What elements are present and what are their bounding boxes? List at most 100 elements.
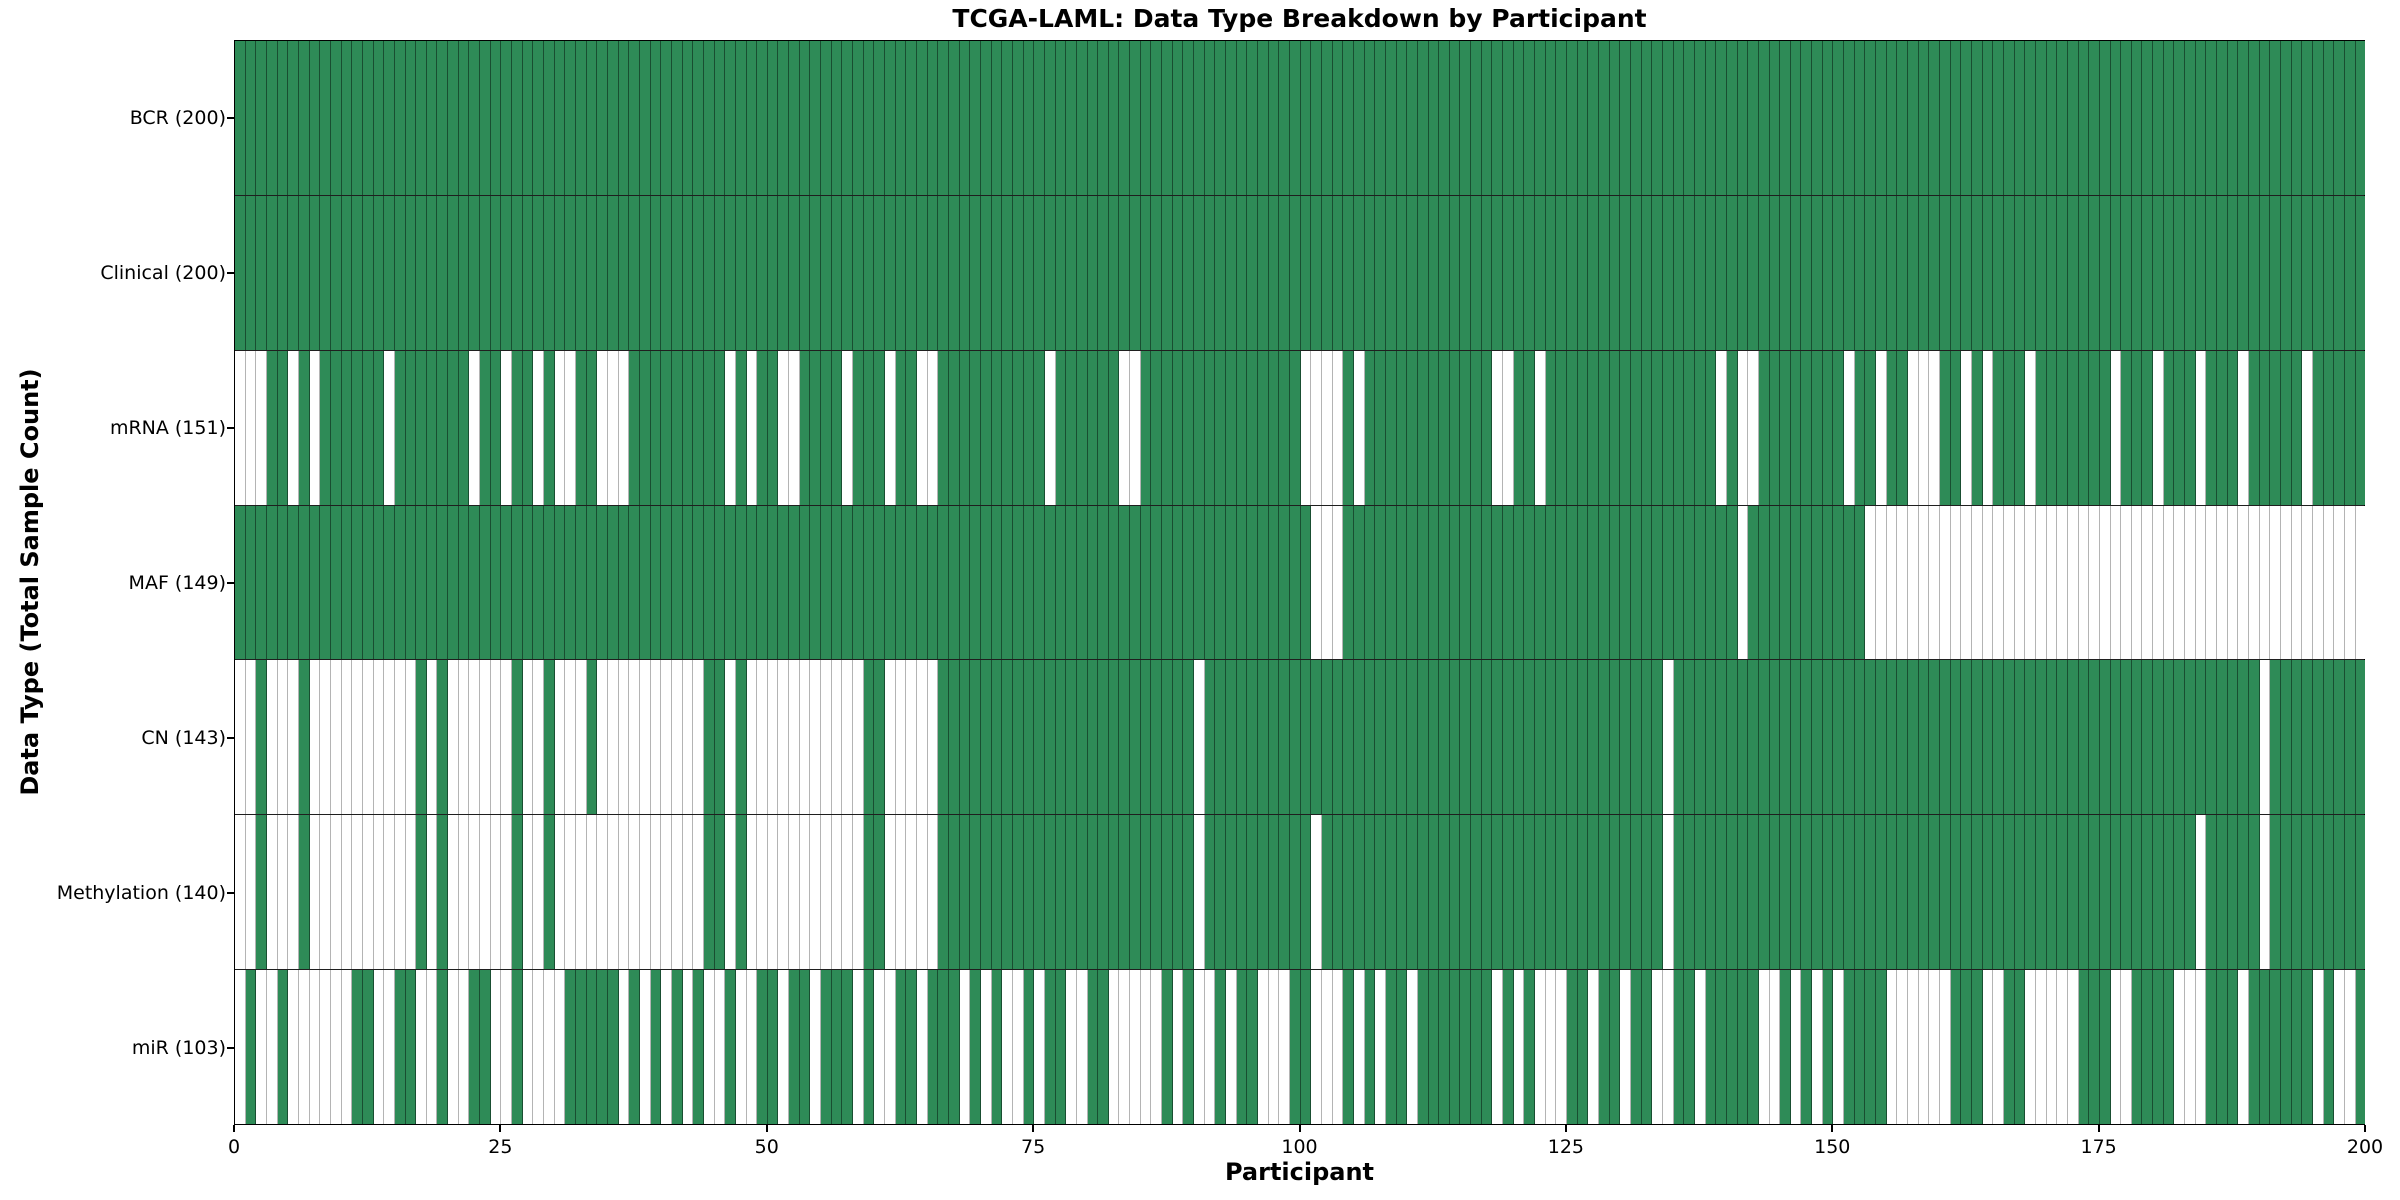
- heatmap-cell: [1844, 41, 1855, 195]
- heatmap-cell: [1449, 505, 1461, 660]
- heatmap-cell: [1503, 660, 1514, 815]
- heatmap-cell: [2195, 970, 2207, 1125]
- heatmap-cell: [426, 970, 438, 1125]
- heatmap-cell: [735, 195, 747, 350]
- heatmap-cell: [1268, 41, 1280, 195]
- heatmap-cell: [2142, 195, 2154, 350]
- heatmap-cell: [2249, 660, 2260, 815]
- heatmap-cell: [1705, 505, 1717, 660]
- heatmap-cell: [1300, 970, 1312, 1125]
- heatmap-cell: [394, 350, 406, 505]
- heatmap-cell: [309, 970, 321, 1125]
- heatmap-cell: [1226, 350, 1237, 505]
- heatmap-cell: [650, 815, 662, 970]
- heatmap-cell: [1172, 195, 1184, 350]
- heatmap-cell: [1151, 350, 1163, 505]
- heatmap-cell: [1940, 815, 1951, 970]
- heatmap-cell: [1044, 41, 1056, 195]
- heatmap-cell: [405, 970, 417, 1125]
- heatmap-cell: [895, 195, 907, 350]
- heatmap-cell: [1162, 970, 1173, 1125]
- heatmap-cell: [757, 505, 768, 660]
- heatmap-cell: [501, 41, 513, 195]
- heatmap-cell: [2089, 505, 2100, 660]
- heatmap-cell: [2344, 815, 2356, 970]
- heatmap-cell: [1897, 970, 1909, 1125]
- heatmap-cell: [1822, 505, 1834, 660]
- heatmap-cell: [2046, 815, 2058, 970]
- heatmap-cell: [1151, 660, 1163, 815]
- heatmap-cell: [863, 660, 875, 815]
- heatmap-cell: [2344, 41, 2356, 195]
- heatmap-cell: [1652, 505, 1663, 660]
- heatmap-cell: [1748, 195, 1759, 350]
- heatmap-cell: [277, 815, 289, 970]
- y-tick-mark: [227, 736, 234, 739]
- heatmap-cell: [927, 195, 939, 350]
- heatmap-cell: [2206, 815, 2218, 970]
- heatmap-cell: [757, 195, 768, 350]
- heatmap-cell: [1236, 505, 1248, 660]
- heatmap-cell: [405, 660, 417, 815]
- heatmap-cell: [245, 660, 257, 815]
- heatmap-cell: [1289, 660, 1301, 815]
- heatmap-cell: [1055, 505, 1067, 660]
- heatmap-cell: [2312, 660, 2324, 815]
- heatmap-cell: [831, 815, 843, 970]
- heatmap-cell: [1481, 505, 1493, 660]
- heatmap-cell: [1076, 195, 1088, 350]
- heatmap-cell: [352, 815, 363, 970]
- heatmap-cell: [1066, 41, 1077, 195]
- heatmap-cell: [1780, 815, 1791, 970]
- heatmap-cell: [1524, 350, 1536, 505]
- heatmap-cell: [2323, 195, 2335, 350]
- y-tick-label: miR (103): [131, 1036, 226, 1059]
- heatmap-cell: [245, 41, 257, 195]
- heatmap-cell: [991, 41, 1003, 195]
- heatmap-cell: [1140, 41, 1152, 195]
- heatmap-cell: [1876, 970, 1887, 1125]
- heatmap-cell: [1961, 350, 1972, 505]
- heatmap-cell: [2014, 195, 2026, 350]
- heatmap-cell: [1993, 195, 2004, 350]
- heatmap-cell: [1503, 350, 1514, 505]
- heatmap-cell: [1417, 505, 1429, 660]
- heatmap-cell: [671, 41, 683, 195]
- heatmap-cell: [416, 815, 427, 970]
- heatmap-cell: [2344, 350, 2356, 505]
- heatmap-cell: [1503, 41, 1514, 195]
- heatmap-cell: [544, 660, 555, 815]
- heatmap-cell: [2302, 660, 2313, 815]
- heatmap-cell: [2238, 41, 2250, 195]
- heatmap-cell: [2281, 660, 2292, 815]
- heatmap-cell: [586, 41, 598, 195]
- heatmap-cell: [1460, 350, 1472, 505]
- heatmap-cell: [778, 350, 790, 505]
- heatmap-cell: [266, 505, 278, 660]
- heatmap-cell: [629, 970, 640, 1125]
- heatmap-cell: [1854, 350, 1866, 505]
- heatmap-cell: [416, 660, 427, 815]
- heatmap-cell: [2067, 195, 2079, 350]
- heatmap-cell: [746, 350, 758, 505]
- heatmap-cell: [235, 350, 246, 505]
- heatmap-cell: [2323, 815, 2335, 970]
- heatmap-cell: [1279, 350, 1290, 505]
- heatmap-cell: [970, 815, 981, 970]
- heatmap-cell: [980, 350, 992, 505]
- heatmap-cell: [1940, 970, 1951, 1125]
- heatmap-cell: [991, 660, 1003, 815]
- heatmap-cell: [1950, 505, 1962, 660]
- heatmap-cell: [1215, 41, 1227, 195]
- heatmap-cell: [277, 660, 289, 815]
- heatmap-cell: [266, 970, 278, 1125]
- heatmap-cell: [2238, 350, 2250, 505]
- heatmap-cell: [373, 41, 385, 195]
- heatmap-cell: [714, 195, 726, 350]
- heatmap-cell: [501, 970, 513, 1125]
- heatmap-cell: [1535, 660, 1546, 815]
- heatmap-cell: [533, 815, 545, 970]
- heatmap-cell: [597, 350, 608, 505]
- heatmap-cell: [448, 41, 459, 195]
- heatmap-row-mRNA: [235, 349, 2366, 505]
